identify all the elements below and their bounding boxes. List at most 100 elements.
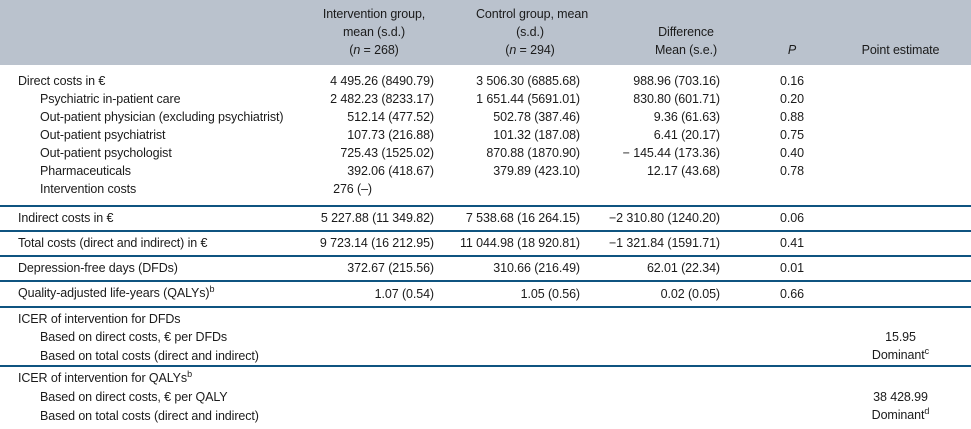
row-label: ICER of intervention for QALYsb	[0, 365, 300, 388]
cell-point-estimate: Dominantc	[871, 346, 930, 362]
table-header: Intervention group, mean (s.d.) (n = 268…	[0, 0, 971, 65]
cell-p-value: 0.66	[724, 280, 860, 307]
table-row: Pharmaceuticals 392.06 (418.67) 379.89 (…	[0, 162, 971, 180]
cell-control-mean: 310.66 (216.49)	[436, 255, 584, 281]
cell-difference-mean: 830.80 (601.71)	[633, 92, 720, 106]
row-label: Psychiatric in-patient care	[40, 92, 181, 106]
row-label: ICER of intervention for DFDs	[0, 306, 300, 328]
table-row: ICER of intervention for QALYsb	[0, 365, 971, 388]
row-label: Intervention costs	[40, 182, 137, 196]
row-label: Indirect costs in €	[0, 205, 300, 231]
cell-control-mean: 1 651.44 (5691.01)	[476, 92, 580, 106]
cell-difference-mean: −2 310.80 (1240.20)	[584, 205, 724, 231]
cell-difference-mean: 62.01 (22.34)	[584, 255, 724, 281]
row-label: Out-patient psychiatrist	[40, 128, 166, 142]
cell-control-mean: 3 506.30 (6885.68)	[476, 74, 580, 88]
cell-p-value	[724, 180, 860, 206]
row-label: Out-patient psychologist	[40, 146, 172, 160]
cell-point-estimate	[860, 255, 971, 281]
cell-control-mean: 1.05 (0.56)	[436, 280, 584, 307]
cell-point-estimate: 38 428.99	[873, 390, 928, 404]
header-empty	[0, 0, 300, 65]
table-row: Based on direct costs, € per DFDs 15.95	[0, 328, 971, 346]
cell-intervention-mean: 9 723.14 (16 212.95)	[300, 230, 436, 256]
table-row: Direct costs in € 4 495.26 (8490.79) 3 5…	[0, 65, 971, 90]
cell-intervention-mean: 392.06 (418.67)	[347, 164, 434, 178]
cell-control-mean: 7 538.68 (16 264.15)	[436, 205, 584, 231]
footnote-marker: b	[187, 369, 193, 379]
header-row: Intervention group, mean (s.d.) (n = 268…	[0, 0, 971, 65]
cell-point-estimate	[860, 280, 971, 307]
table-row: Total costs (direct and indirect) in € 9…	[0, 230, 971, 256]
cell-difference-mean: 988.96 (703.16)	[633, 74, 720, 88]
cell-p-value: 0.06	[724, 205, 860, 231]
cell-p-value: 0.01	[724, 255, 860, 281]
cell-intervention-mean: 4 495.26 (8490.79)	[330, 74, 434, 88]
cell-point-estimate: 15.95	[885, 330, 916, 344]
cell-point-estimate	[860, 90, 971, 108]
cell-control-mean: 101.32 (187.08)	[493, 128, 580, 142]
cell-difference-mean: 12.17 (43.68)	[646, 164, 720, 178]
cell-point-estimate	[860, 65, 971, 90]
table-row: Quality-adjusted life-years (QALYs)b 1.0…	[0, 280, 971, 307]
row-label: Out-patient physician (excluding psychia…	[40, 110, 284, 124]
cell-p-value: 0.20	[780, 92, 804, 106]
cell-intervention-mean: 107.73 (216.88)	[347, 128, 434, 142]
cell-intervention-mean: 2 482.23 (8233.17)	[330, 92, 434, 106]
table-row: Intervention costs 276 (–)	[0, 180, 971, 206]
cell-control-mean: 502.78 (387.46)	[493, 110, 580, 124]
row-label: Based on direct costs, € per QALY	[40, 390, 228, 404]
cell-intervention-mean: 725.43 (1525.02)	[340, 146, 434, 160]
footnote-marker: d	[924, 406, 930, 416]
header-difference: Difference Mean (s.e.)	[584, 0, 724, 65]
cell-control-mean	[436, 180, 584, 206]
cell-intervention-mean: 512.14 (477.52)	[347, 110, 434, 124]
cell-intervention-mean: 276 (–)	[333, 182, 372, 196]
cell-point-estimate	[860, 162, 971, 180]
cell-difference-mean: −1 321.84 (1591.71)	[584, 230, 724, 256]
cell-p-value: 0.88	[780, 110, 804, 124]
row-label: Based on total costs (direct and indirec…	[40, 349, 259, 363]
cell-control-mean: 870.88 (1870.90)	[486, 146, 580, 160]
row-label: Based on direct costs, € per DFDs	[40, 330, 228, 344]
cell-p-value: 0.16	[780, 74, 804, 88]
cell-p-value: 0.78	[780, 164, 804, 178]
cell-intervention-mean: 372.67 (215.56)	[300, 255, 436, 281]
header-intervention-group: Intervention group, mean (s.d.) (n = 268…	[300, 0, 436, 65]
table-row: Out-patient psychiatrist 107.73 (216.88)…	[0, 126, 971, 144]
cell-difference-mean: 9.36 (61.63)	[653, 110, 720, 124]
row-label: Pharmaceuticals	[40, 164, 131, 178]
footnote-marker: b	[209, 284, 215, 294]
cell-difference-mean	[584, 180, 724, 206]
header-control-group: Control group, mean (s.d.) (n = 294)	[436, 0, 588, 65]
cell-difference-mean: − 145.44 (173.36)	[622, 146, 720, 160]
cell-point-estimate	[860, 205, 971, 231]
cell-intervention-mean: 5 227.88 (11 349.82)	[300, 205, 436, 231]
cell-p-value: 0.40	[780, 146, 804, 160]
table-row: Depression-free days (DFDs) 372.67 (215.…	[0, 255, 971, 281]
row-label: Depression-free days (DFDs)	[0, 255, 300, 281]
header-point-estimate: Point estimate	[860, 0, 971, 65]
footnote-marker: c	[924, 346, 930, 356]
cell-difference-mean: 6.41 (20.17)	[653, 128, 720, 142]
table-row: Based on total costs (direct and indirec…	[0, 346, 971, 366]
cell-point-estimate	[860, 180, 971, 206]
cell-p-value: 0.75	[780, 128, 804, 142]
table-row: Psychiatric in-patient care 2 482.23 (82…	[0, 90, 971, 108]
cell-point-estimate	[860, 126, 971, 144]
cell-control-mean: 11 044.98 (18 920.81)	[436, 230, 584, 256]
cell-point-estimate	[860, 230, 971, 256]
cell-p-value: 0.41	[724, 230, 860, 256]
row-label: Direct costs in €	[18, 74, 106, 88]
cell-intervention-mean: 1.07 (0.54)	[300, 280, 436, 307]
cell-point-estimate	[860, 108, 971, 126]
table-row: ICER of intervention for DFDs	[0, 306, 971, 328]
header-p-value: P	[724, 0, 860, 65]
row-label: Quality-adjusted life-years (QALYs)b	[0, 280, 300, 307]
table-row: Out-patient physician (excluding psychia…	[0, 108, 971, 126]
row-label: Total costs (direct and indirect) in €	[0, 230, 300, 256]
cell-difference-mean: 0.02 (0.05)	[584, 280, 724, 307]
table-row: Based on direct costs, € per QALY 38 428…	[0, 388, 971, 406]
cell-control-mean: 379.89 (423.10)	[493, 164, 580, 178]
